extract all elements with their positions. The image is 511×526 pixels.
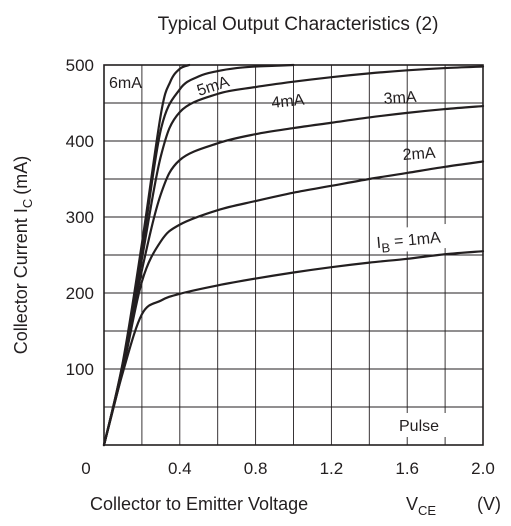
curve-label-2mA-text: 2mA xyxy=(402,145,436,164)
y-tick-label-3: 400 xyxy=(66,132,94,151)
y-axis-label-sub: C xyxy=(20,199,35,208)
y-tick-label-4: 500 xyxy=(66,56,94,75)
curve-label-6mA: 6mA xyxy=(109,75,142,92)
curve-label-6mA-text: 6mA xyxy=(109,75,142,92)
curve-6mA xyxy=(102,63,191,447)
x-axis-label-symbol: V xyxy=(406,494,418,514)
x-axis-label-sub: CE xyxy=(418,503,436,518)
curve-label-1mA-value: = 1mA xyxy=(389,230,442,251)
chart-title: Typical Output Characteristics (2) xyxy=(158,14,439,35)
grid-lines xyxy=(104,65,483,445)
x-tick-labels: 0 0.4 0.8 1.2 1.6 2.0 xyxy=(81,459,495,478)
y-tick-label-2: 300 xyxy=(66,208,94,227)
y-axis-label-unit: (mA) xyxy=(11,156,31,195)
curve-label-2mA: 2mA xyxy=(402,145,436,164)
x-tick-label-2: 0.8 xyxy=(244,459,268,478)
pulse-annotation: Pulse xyxy=(399,418,439,435)
curve-label-1mA-bg xyxy=(372,222,467,255)
y-tick-labels: 100 200 300 400 500 xyxy=(66,56,94,379)
curve-label-1mA-sub: B xyxy=(381,240,391,256)
curve-3mA xyxy=(102,104,485,447)
curve-label-3mA-text: 3mA xyxy=(383,89,417,108)
curve-label-1mA-symbol: I xyxy=(376,235,382,252)
characteristic-curves xyxy=(102,63,485,447)
curve-label-4mA: 4mA xyxy=(271,92,306,112)
y-tick-label-1: 200 xyxy=(66,284,94,303)
pulse-annotation-bg xyxy=(396,413,458,437)
curve-label-1mA: IB = 1mA xyxy=(372,222,467,257)
y-axis-label-text: Collector Current xyxy=(11,218,31,354)
x-tick-label-1: 0.4 xyxy=(168,459,192,478)
x-tick-label-0: 0 xyxy=(81,459,90,478)
curve-label-1mA-text: IB = 1mA xyxy=(376,230,442,257)
x-axis-label: Collector to Emitter Voltage VCE (V) xyxy=(90,494,501,518)
y-axis-label: Collector Current IC (mA) xyxy=(11,156,35,354)
y-axis-label-symbol: I xyxy=(11,208,31,213)
x-tick-label-5: 2.0 xyxy=(471,459,495,478)
x-tick-label-4: 1.6 xyxy=(395,459,419,478)
x-axis-label-unit: (V) xyxy=(477,494,501,514)
curve-IB-1mA xyxy=(102,250,485,447)
x-axis-label-text: Collector to Emitter Voltage xyxy=(90,494,308,514)
curve-label-4mA-text: 4mA xyxy=(271,92,306,112)
y-tick-label-0: 100 xyxy=(66,360,94,379)
x-tick-label-3: 1.2 xyxy=(320,459,344,478)
curve-label-3mA: 3mA xyxy=(383,89,417,108)
curve-2mA xyxy=(102,160,485,447)
plot-frame xyxy=(103,64,484,446)
